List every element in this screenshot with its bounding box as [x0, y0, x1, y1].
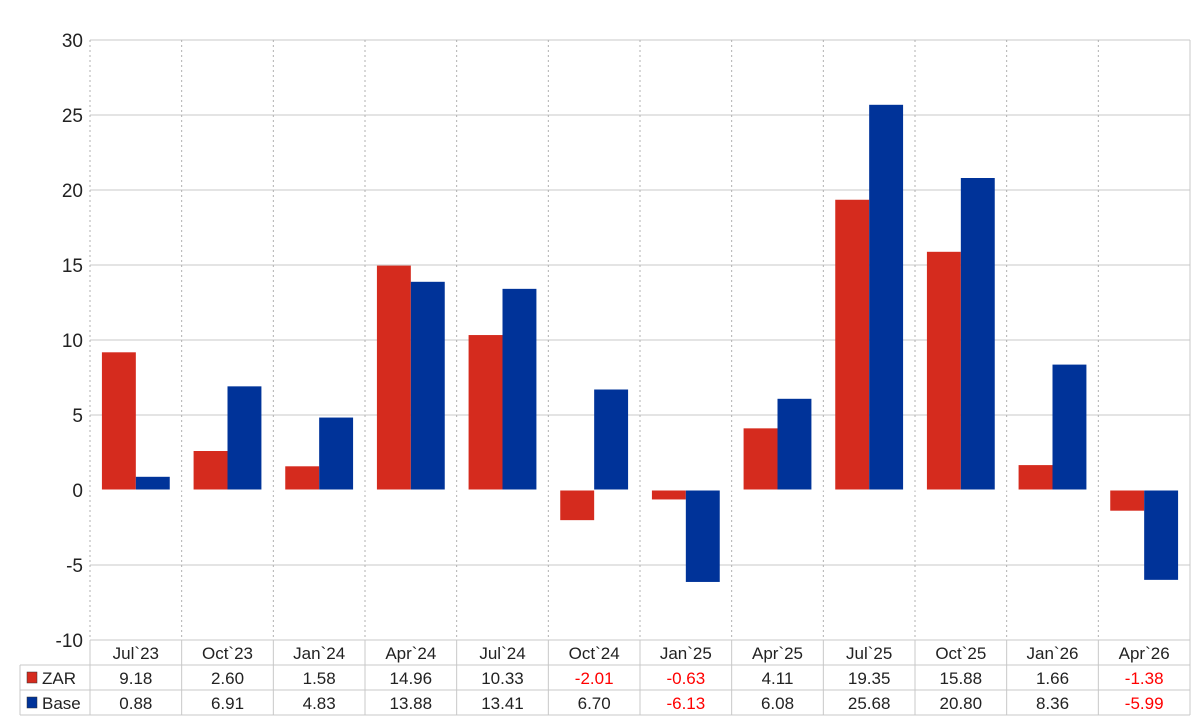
bar-zar-9: [926, 251, 961, 490]
bar-base-5: [594, 389, 629, 490]
bar-zar-8: [835, 199, 870, 490]
data-label-zar: -2.01: [575, 669, 614, 688]
data-label-base: 20.80: [940, 694, 983, 713]
bar-zar-11: [1110, 490, 1145, 511]
data-label-base: 13.41: [481, 694, 524, 713]
data-label-base: 4.83: [303, 694, 336, 713]
x-category-label: Jan`25: [660, 644, 712, 663]
y-tick-label: 20: [62, 181, 83, 202]
data-label-base: 25.68: [848, 694, 891, 713]
x-category-label: Jul`23: [113, 644, 159, 663]
x-category-label: Apr`26: [1119, 644, 1170, 663]
data-label-base: 6.70: [578, 694, 611, 713]
y-tick-label: 5: [72, 406, 83, 427]
x-category-label: Oct`25: [935, 644, 986, 663]
bar-base-9: [960, 178, 995, 490]
bar-base-8: [869, 104, 904, 491]
bar-base-6: [685, 490, 720, 582]
data-label-base: 6.91: [211, 694, 244, 713]
data-label-zar: 2.60: [211, 669, 244, 688]
bar-base-4: [502, 288, 537, 490]
y-tick-label: -5: [66, 556, 83, 577]
y-tick-label: 0: [72, 481, 83, 502]
data-label-zar: 1.66: [1036, 669, 1069, 688]
data-label-base: 13.88: [390, 694, 433, 713]
bar-base-2: [319, 417, 354, 490]
y-tick-label: 15: [62, 256, 83, 277]
y-tick-label: -10: [56, 631, 83, 652]
data-label-zar: 10.33: [481, 669, 524, 688]
data-label-base: 6.08: [761, 694, 794, 713]
bar-base-10: [1052, 364, 1087, 490]
x-category-label: Oct`24: [569, 644, 620, 663]
data-label-base: -6.13: [666, 694, 705, 713]
x-category-label: Jan`26: [1027, 644, 1079, 663]
data-label-zar: 15.88: [940, 669, 983, 688]
bar-base-3: [410, 281, 445, 490]
data-label-base: -5.99: [1125, 694, 1164, 713]
bar-zar-7: [743, 428, 778, 490]
y-tick-label: 30: [62, 31, 83, 52]
x-category-label: Apr`24: [385, 644, 436, 663]
bar-zar-0: [101, 352, 136, 490]
legend-label-base: Base: [42, 694, 81, 713]
x-category-label: Apr`25: [752, 644, 803, 663]
bar-zar-1: [193, 451, 228, 490]
data-label-base: 0.88: [119, 694, 152, 713]
x-category-label: Oct`23: [202, 644, 253, 663]
bar-zar-3: [376, 265, 411, 490]
legend-swatch-base: [26, 696, 38, 709]
data-label-base: 8.36: [1036, 694, 1069, 713]
data-label-zar: 14.96: [390, 669, 433, 688]
bar-zar-2: [285, 466, 320, 490]
legend-label-zar: ZAR: [42, 669, 76, 688]
x-category-label: Jul`25: [846, 644, 892, 663]
data-label-zar: 1.58: [303, 669, 336, 688]
bar-base-7: [777, 398, 812, 490]
x-category-label: Jul`24: [479, 644, 525, 663]
bar-base-11: [1144, 490, 1179, 580]
data-label-zar: 9.18: [119, 669, 152, 688]
bar-base-1: [227, 386, 262, 490]
data-label-zar: -1.38: [1125, 669, 1164, 688]
bar-zar-6: [651, 490, 686, 500]
data-label-zar: -0.63: [666, 669, 705, 688]
data-label-zar: 19.35: [848, 669, 891, 688]
y-tick-label: 25: [62, 106, 83, 127]
bar-zar-10: [1018, 465, 1053, 490]
legend-swatch-zar: [26, 671, 38, 684]
y-tick-label: 10: [62, 331, 83, 352]
data-label-zar: 4.11: [762, 669, 794, 688]
x-category-label: Jan`24: [293, 644, 345, 663]
bar-base-0: [135, 476, 170, 490]
bar-zar-4: [468, 335, 503, 490]
bar-zar-5: [560, 490, 595, 521]
